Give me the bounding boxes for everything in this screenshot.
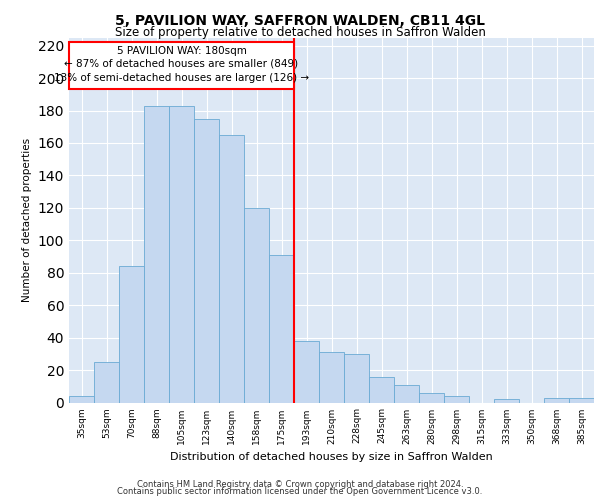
Bar <box>194 118 219 403</box>
Bar <box>394 384 419 402</box>
Bar <box>319 352 344 403</box>
Text: 5 PAVILION WAY: 180sqm: 5 PAVILION WAY: 180sqm <box>116 46 247 56</box>
Bar <box>444 396 469 402</box>
Bar <box>94 362 119 403</box>
Text: 5, PAVILION WAY, SAFFRON WALDEN, CB11 4GL: 5, PAVILION WAY, SAFFRON WALDEN, CB11 4G… <box>115 14 485 28</box>
Text: ← 87% of detached houses are smaller (849): ← 87% of detached houses are smaller (84… <box>64 58 299 68</box>
Bar <box>244 208 269 402</box>
Bar <box>569 398 594 402</box>
Bar <box>494 400 519 402</box>
Text: Contains HM Land Registry data © Crown copyright and database right 2024.: Contains HM Land Registry data © Crown c… <box>137 480 463 489</box>
X-axis label: Distribution of detached houses by size in Saffron Walden: Distribution of detached houses by size … <box>170 452 493 462</box>
Bar <box>219 135 244 402</box>
Bar <box>119 266 144 402</box>
Bar <box>269 255 294 402</box>
Text: Size of property relative to detached houses in Saffron Walden: Size of property relative to detached ho… <box>115 26 485 39</box>
Bar <box>294 341 319 402</box>
Bar <box>169 106 194 403</box>
Bar <box>544 398 569 402</box>
Bar <box>419 393 444 402</box>
Bar <box>344 354 369 403</box>
Text: Contains public sector information licensed under the Open Government Licence v3: Contains public sector information licen… <box>118 487 482 496</box>
FancyBboxPatch shape <box>69 42 294 90</box>
Y-axis label: Number of detached properties: Number of detached properties <box>22 138 32 302</box>
Bar <box>144 106 169 403</box>
Text: 13% of semi-detached houses are larger (126) →: 13% of semi-detached houses are larger (… <box>54 73 309 83</box>
Bar <box>369 376 394 402</box>
Bar <box>69 396 94 402</box>
